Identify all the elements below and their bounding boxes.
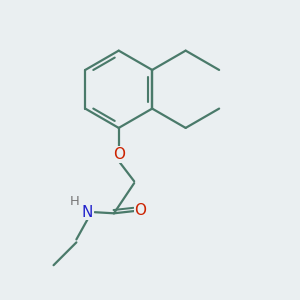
Text: O: O: [113, 147, 125, 162]
Text: O: O: [134, 203, 146, 218]
Text: H: H: [70, 195, 80, 208]
Text: N: N: [82, 205, 93, 220]
